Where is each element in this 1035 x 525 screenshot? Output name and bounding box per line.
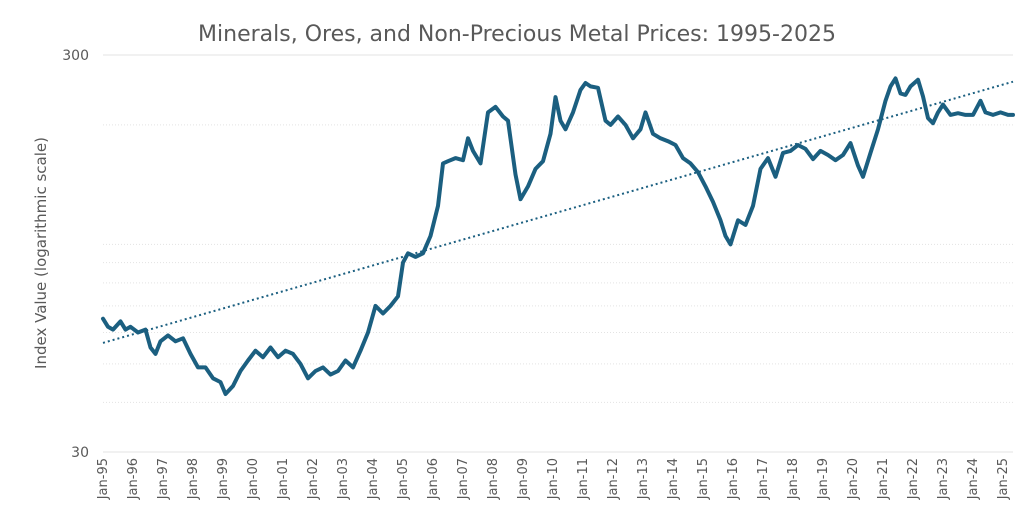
x-tick-label: Jan-23 bbox=[936, 458, 951, 500]
trendline bbox=[102, 80, 1014, 344]
x-tick-label: Jan-99 bbox=[216, 458, 231, 500]
x-tick-label: Jan-97 bbox=[156, 458, 171, 500]
y-axis-label: Index Value (logarithmic scale) bbox=[32, 137, 50, 369]
x-tick-label: Jan-95 bbox=[96, 458, 111, 500]
x-tick-label: Jan-02 bbox=[306, 458, 321, 500]
x-tick-label: Jan-06 bbox=[426, 458, 441, 500]
x-axis-ticks: Jan-95 Jan-96 Jan-97 Jan-98 Jan-99 Jan-00 Jan-… bbox=[96, 458, 1011, 500]
x-tick-label: Jan-12 bbox=[606, 458, 621, 500]
x-tick-label: Jan-17 bbox=[756, 458, 771, 500]
x-tick-label: Jan-24 bbox=[966, 458, 981, 500]
x-tick-label: Jan-08 bbox=[486, 458, 501, 500]
x-tick-label: Jan-07 bbox=[456, 458, 471, 500]
x-tick-label: Jan-13 bbox=[636, 458, 651, 500]
x-tick-label: Jan-15 bbox=[696, 458, 711, 500]
x-tick-label: Jan-25 bbox=[996, 458, 1011, 500]
x-tick-label: Jan-20 bbox=[846, 458, 861, 500]
y-tick-label: 30 bbox=[71, 445, 89, 461]
x-tick-label: Jan-96 bbox=[126, 458, 141, 500]
x-tick-label: Jan-03 bbox=[336, 458, 351, 500]
x-tick-label: Jan-05 bbox=[396, 458, 411, 500]
x-tick-label: Jan-10 bbox=[546, 458, 561, 500]
x-tick-label: Jan-21 bbox=[876, 458, 891, 500]
y-axis-ticks: 30 300 bbox=[62, 48, 89, 461]
x-tick-label: Jan-00 bbox=[246, 458, 261, 500]
x-tick-label: Jan-04 bbox=[366, 458, 381, 500]
gridlines bbox=[103, 54, 1013, 453]
y-tick-label: 300 bbox=[62, 48, 89, 64]
series-layer bbox=[101, 76, 1015, 396]
price-index-line bbox=[101, 76, 1015, 396]
chart-title: Minerals, Ores, and Non-Precious Metal P… bbox=[198, 22, 836, 47]
x-tick-label: Jan-22 bbox=[906, 458, 921, 500]
x-tick-label: Jan-98 bbox=[186, 458, 201, 500]
x-tick-label: Jan-19 bbox=[816, 458, 831, 500]
x-tick-label: Jan-18 bbox=[786, 458, 801, 500]
x-tick-label: Jan-01 bbox=[276, 458, 291, 500]
x-tick-label: Jan-14 bbox=[666, 458, 681, 500]
x-tick-label: Jan-11 bbox=[576, 458, 591, 500]
x-tick-label: Jan-09 bbox=[516, 458, 531, 500]
x-tick-label: Jan-16 bbox=[726, 458, 741, 500]
